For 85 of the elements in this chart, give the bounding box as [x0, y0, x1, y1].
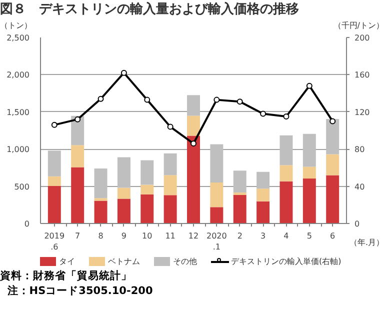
bar: [302, 166, 316, 179]
point: [120, 70, 127, 76]
point: [74, 116, 81, 122]
bar: [326, 175, 340, 224]
bar: [256, 188, 270, 202]
bar: [48, 176, 61, 186]
x-tick-label: 2: [237, 232, 242, 240]
bar: [117, 198, 130, 224]
point: [98, 96, 104, 102]
bar: [71, 145, 84, 168]
bar: [94, 198, 108, 201]
legend-label: その他: [172, 257, 197, 266]
bar: [187, 95, 200, 116]
legend-label: タイ: [58, 257, 75, 266]
x-tick-label: 9: [121, 232, 127, 240]
text: 資料：財務省「貿易統計」: [0, 270, 132, 282]
bar: [164, 153, 177, 176]
y-tick-label: 1,000: [6, 145, 30, 154]
bar: [48, 150, 61, 176]
point: [236, 98, 243, 105]
bar: [94, 168, 108, 198]
x-tick-label: 6: [330, 232, 336, 240]
chart-title: 図８ デキストリンの輸入量および輸入価格の推移: [0, 0, 299, 19]
bar: [280, 165, 293, 182]
bar: [210, 144, 224, 183]
x-tick-label: 7: [75, 232, 80, 240]
point: [306, 82, 312, 89]
y-tick-label: 0: [24, 220, 30, 228]
bar: [187, 136, 200, 224]
x-tick-label: 12: [188, 232, 199, 240]
bar: [164, 195, 177, 224]
bar: [140, 184, 154, 194]
y2-tick-label: 0: [354, 220, 360, 228]
bar: [280, 135, 293, 166]
point: [283, 114, 290, 120]
bar: [233, 194, 246, 224]
point: [167, 124, 174, 130]
x-tick-label: 10: [142, 232, 152, 240]
y2-tick-label: 120: [354, 108, 370, 117]
x-tick-label: 4: [284, 232, 289, 240]
bar: [256, 172, 270, 189]
x-tick-label: 8: [98, 232, 104, 240]
point: [144, 96, 150, 103]
bar: [140, 194, 154, 224]
bar: [210, 182, 224, 208]
y2-tick-label: 80: [354, 145, 365, 154]
y2-axis-title: （千円/トン）: [333, 20, 384, 31]
x-tick-label: 2020 .1: [206, 232, 227, 252]
bar: [187, 116, 200, 136]
x-tick-label: 2019 .6: [44, 232, 65, 252]
bar: [302, 178, 316, 224]
x-tick-label: 3: [260, 232, 266, 240]
y-tick-label: 1,500: [6, 108, 30, 117]
bar: [164, 175, 177, 196]
y-axis-title: （トン）: [0, 20, 32, 31]
bar: [210, 207, 224, 224]
bar: [140, 160, 154, 185]
bar: [48, 186, 61, 224]
bar: [256, 201, 270, 224]
bar: [94, 200, 108, 224]
y-tick-label: 500: [14, 182, 30, 192]
point: [190, 140, 196, 147]
y2-tick-label: 160: [354, 70, 370, 80]
point: [51, 122, 58, 128]
bar: [117, 157, 130, 188]
y2-tick-label: 200: [354, 34, 370, 42]
x-axis-title: （年.月）: [349, 238, 384, 247]
point: [214, 96, 220, 103]
bar: [302, 134, 316, 167]
y-tick-label: 2,500: [6, 34, 30, 42]
bar: [117, 188, 130, 199]
text: 注：HSコード3505.10-200: [7, 285, 153, 297]
bar: [326, 154, 340, 176]
point: [330, 118, 336, 124]
bar: [233, 170, 246, 193]
x-tick-label: 5: [306, 232, 312, 240]
x-tick-label: 11: [165, 232, 176, 240]
bar: [280, 181, 293, 224]
bar: [71, 167, 84, 224]
legend-label: ベトナム: [107, 257, 140, 266]
y-tick-label: 2,000: [6, 70, 30, 80]
point: [260, 110, 266, 117]
y2-tick-label: 40: [354, 182, 365, 192]
legend-label: デキストリンの輸入単価(右軸): [230, 257, 342, 266]
bar: [326, 119, 340, 154]
